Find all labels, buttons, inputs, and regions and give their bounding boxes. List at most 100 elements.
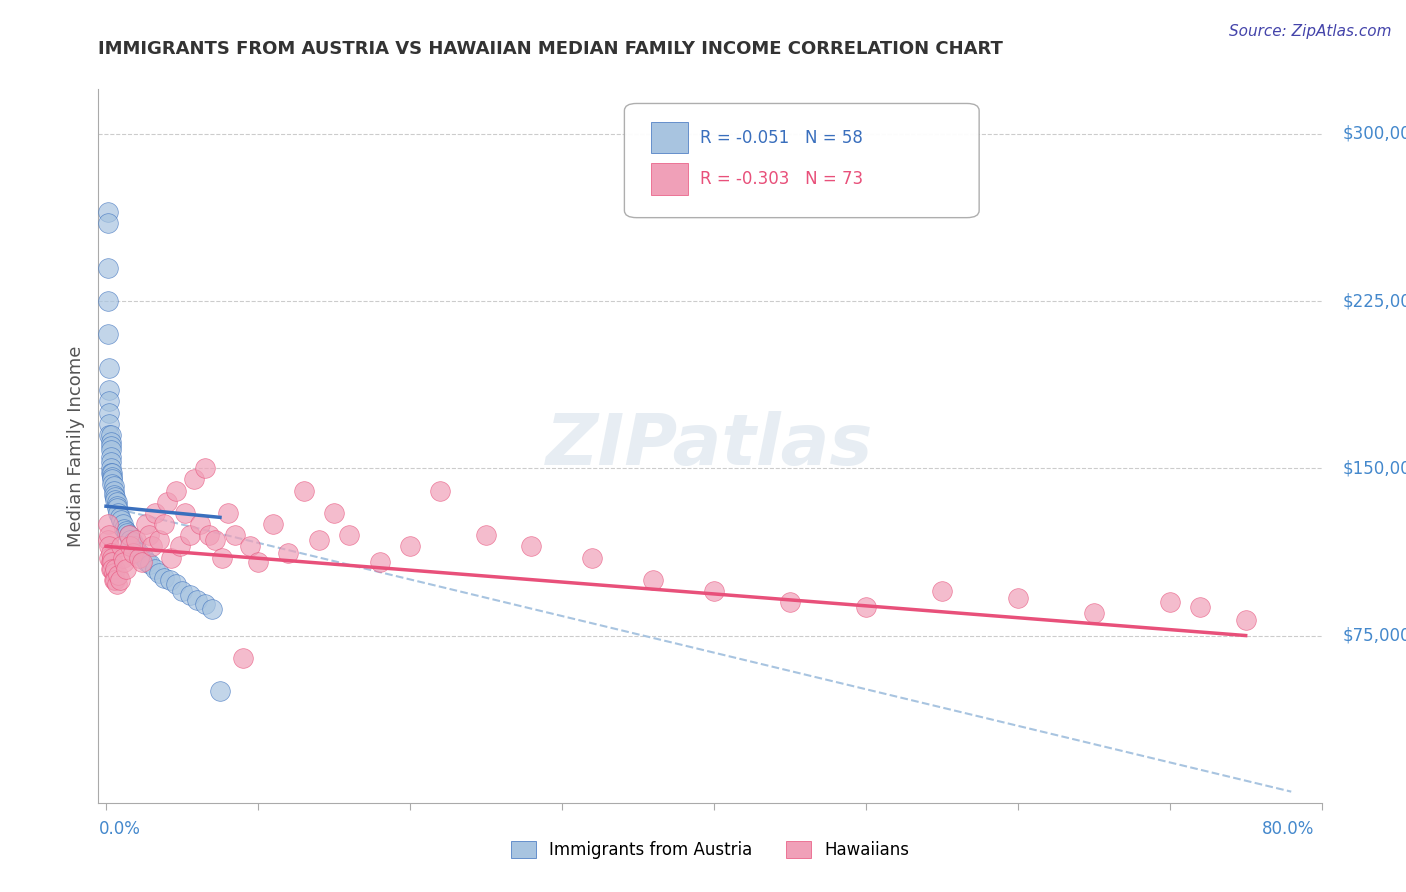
Point xyxy=(98,550,121,565)
Point xyxy=(1159,595,1181,609)
Y-axis label: Median Family Income: Median Family Income xyxy=(66,345,84,547)
Point xyxy=(152,517,174,532)
Point xyxy=(475,528,498,542)
Point xyxy=(148,533,170,547)
Point xyxy=(100,427,122,442)
Point xyxy=(101,476,124,491)
Point xyxy=(110,539,132,553)
Point xyxy=(125,543,148,558)
Point xyxy=(114,524,136,538)
Point xyxy=(110,512,132,526)
Point xyxy=(337,528,360,542)
Point xyxy=(100,555,122,569)
Point xyxy=(98,427,121,442)
Point xyxy=(368,555,391,569)
Text: IMMIGRANTS FROM AUSTRIA VS HAWAIIAN MEDIAN FAMILY INCOME CORRELATION CHART: IMMIGRANTS FROM AUSTRIA VS HAWAIIAN MEDI… xyxy=(98,40,1004,58)
Point xyxy=(194,461,217,475)
Point xyxy=(100,454,122,469)
Point xyxy=(100,443,122,458)
Point xyxy=(118,528,141,542)
Point xyxy=(262,517,284,532)
Point xyxy=(108,510,131,524)
Point xyxy=(246,555,269,569)
Point xyxy=(208,684,231,698)
Point xyxy=(120,533,142,547)
Point xyxy=(103,483,125,498)
Point xyxy=(96,204,118,219)
Point xyxy=(105,501,128,516)
Point xyxy=(165,577,187,591)
Point xyxy=(98,528,121,542)
Text: 80.0%: 80.0% xyxy=(1263,820,1315,838)
Point xyxy=(201,601,224,615)
Point xyxy=(100,450,122,464)
Point xyxy=(132,550,155,565)
Point xyxy=(122,534,145,549)
Point xyxy=(194,598,217,612)
Point xyxy=(277,546,299,560)
Point xyxy=(122,546,145,560)
Point xyxy=(104,573,127,587)
Point xyxy=(211,550,233,565)
Point xyxy=(100,546,122,560)
Point xyxy=(292,483,315,498)
Point xyxy=(105,500,128,514)
Point xyxy=(108,573,131,587)
Point xyxy=(128,546,150,560)
Point xyxy=(641,573,664,587)
Point xyxy=(204,533,226,547)
Point xyxy=(143,562,166,576)
Point xyxy=(174,506,197,520)
Text: $300,000: $300,000 xyxy=(1343,125,1406,143)
Point xyxy=(101,555,124,569)
Point xyxy=(1234,613,1257,627)
Text: R = -0.303   N = 73: R = -0.303 N = 73 xyxy=(700,170,863,188)
Point xyxy=(779,595,801,609)
Bar xyxy=(651,163,688,194)
Point xyxy=(101,562,124,576)
Point xyxy=(139,557,162,572)
Text: 0.0%: 0.0% xyxy=(98,820,141,838)
Legend: Immigrants from Austria, Hawaiians: Immigrants from Austria, Hawaiians xyxy=(505,834,915,866)
Text: Source: ZipAtlas.com: Source: ZipAtlas.com xyxy=(1229,24,1392,38)
Point xyxy=(170,583,193,598)
Point xyxy=(703,583,725,598)
Point xyxy=(120,539,142,553)
Point xyxy=(308,533,330,547)
Point xyxy=(520,539,543,553)
Point xyxy=(125,533,148,547)
Point xyxy=(141,539,163,553)
Point xyxy=(112,555,135,569)
Point xyxy=(100,434,122,449)
Point xyxy=(135,517,157,532)
Point xyxy=(1083,607,1105,621)
Text: ZIPatlas: ZIPatlas xyxy=(547,411,873,481)
Point xyxy=(224,528,246,542)
Point xyxy=(188,517,211,532)
Point xyxy=(103,566,125,580)
Point xyxy=(104,492,127,507)
Point xyxy=(138,528,160,542)
Point xyxy=(581,550,603,565)
Point xyxy=(96,327,118,342)
Point xyxy=(118,528,141,542)
Point xyxy=(101,466,124,480)
Point xyxy=(931,583,953,598)
Point xyxy=(104,490,127,504)
Point xyxy=(111,517,134,532)
Point xyxy=(117,525,139,540)
Point xyxy=(100,466,122,480)
Point xyxy=(399,539,422,553)
Point xyxy=(98,360,121,375)
Point xyxy=(239,539,262,553)
Point xyxy=(152,571,174,585)
Bar xyxy=(651,122,688,153)
Point xyxy=(101,473,124,487)
Point xyxy=(100,461,122,475)
Point xyxy=(179,528,201,542)
Point xyxy=(101,550,124,565)
Point xyxy=(96,517,118,532)
Point xyxy=(131,555,153,569)
Point xyxy=(1007,591,1029,605)
Point xyxy=(159,573,181,587)
